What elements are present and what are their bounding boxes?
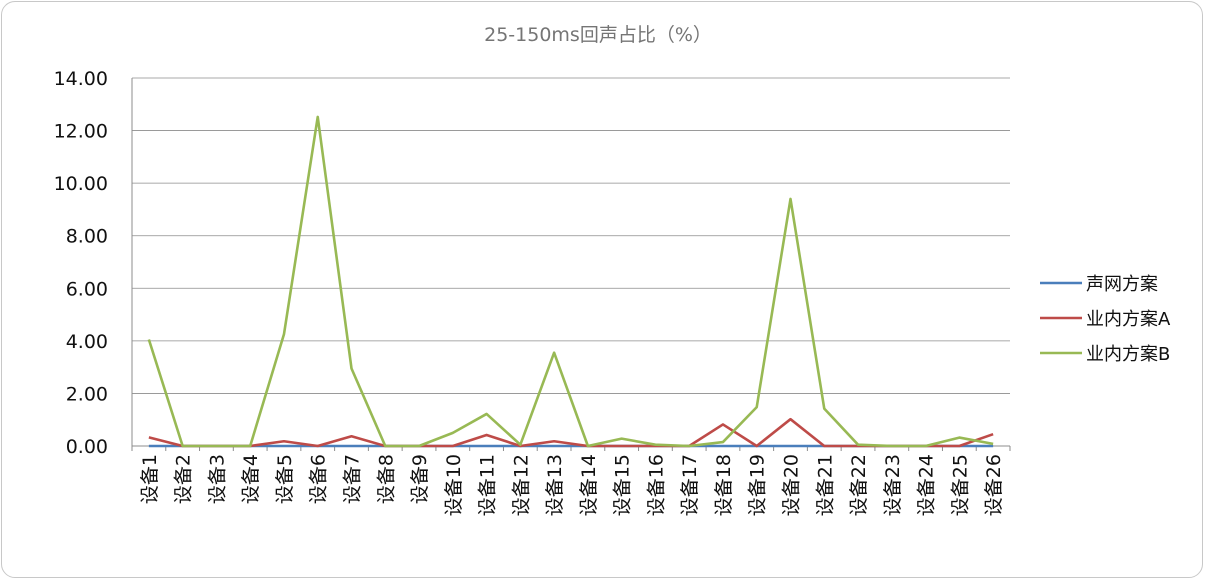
x-tick-label: 设备20 [781,454,803,516]
x-tick-label: 设备22 [848,454,870,516]
x-tick-label: 设备13 [544,454,566,516]
series-line [147,115,994,448]
x-tick-label: 设备14 [578,454,600,516]
x-tick-label: 设备15 [612,454,634,516]
legend-label: 声网方案 [1086,274,1158,295]
y-tick-label: 2.00 [66,383,108,405]
y-tick-label: 12.00 [54,121,108,143]
x-tick-label: 设备24 [916,454,938,516]
y-tick-label: 10.00 [54,173,108,195]
x-axis: 设备1 设备2 设备3 设备4 设备5 设备6 设备7 设备8 设备9 设备10 设备11 设备12 设… [131,78,1011,516]
x-tick-label: 设备5 [274,454,296,504]
x-tick-label: 设备26 [983,454,1005,516]
x-tick-label: 设备12 [510,454,532,516]
x-tick-label: 设备17 [679,454,701,516]
y-tick-label: 8.00 [66,226,108,248]
y-tick-label: 0.00 [66,436,108,458]
x-tick-label: 设备21 [814,454,836,516]
x-tick-label: 设备4 [240,454,262,504]
series-lines [147,115,994,448]
x-tick-label: 设备18 [713,454,735,516]
series-line [148,417,994,448]
legend-label: 业内方案B [1086,344,1170,365]
y-tick-label: 14.00 [54,68,108,90]
x-tick-label: 设备3 [206,454,228,504]
x-tick-label: 设备1 [139,454,161,504]
x-tick-label: 设备8 [375,454,397,504]
gridlines [132,77,1010,394]
x-tick-label: 设备16 [645,454,667,516]
y-tick-label: 4.00 [66,331,108,353]
x-tick-label: 设备19 [747,454,769,516]
x-tick-label: 设备7 [342,454,364,504]
x-tick-label: 设备2 [173,454,195,504]
x-tick-label: 设备11 [477,454,499,516]
chart-title: 25-150ms回声占比（%） [484,24,712,46]
x-tick-label: 设备10 [443,454,465,516]
x-tick-label: 设备23 [882,454,904,516]
x-tick-label: 设备9 [409,454,431,504]
legend-label: 业内方案A [1086,309,1171,330]
y-tick-label: 6.00 [66,278,108,300]
x-tick-label: 设备25 [949,454,971,516]
y-axis-ticks: 0.00 2.00 4.00 6.00 8.00 10.00 12.00 14.00 [54,68,108,458]
x-tick-label: 设备6 [308,454,330,504]
